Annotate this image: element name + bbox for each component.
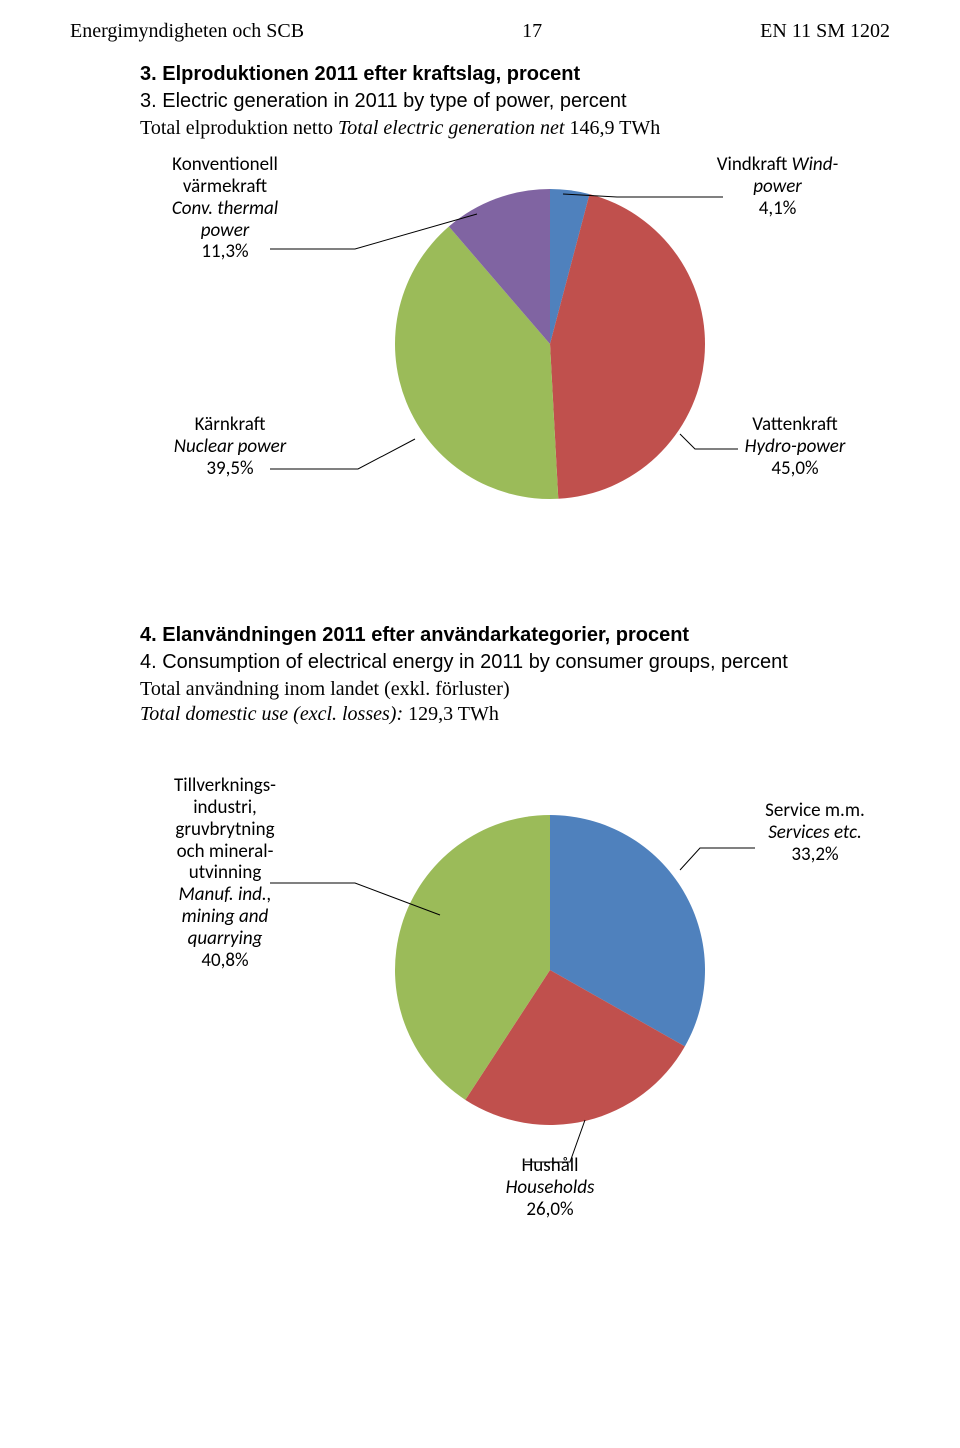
lbl: 39,5% [206, 457, 253, 480]
section2-line1: Total användning inom landet (exkl. förl… [140, 678, 890, 701]
pie-chart-1 [390, 184, 710, 509]
lbl: 40,8% [201, 949, 248, 972]
section1-subtitle: 3. Electric generation in 2011 by type o… [140, 90, 890, 113]
section1-line: Total elproduktion netto Total electric … [140, 117, 890, 140]
s1-line-a: Total elproduktion netto [140, 117, 338, 139]
section2-title: 4. Elanvändningen 2011 efter användarkat… [140, 624, 890, 647]
label-hydro: Vattenkraft Hydro-power 45,0% [720, 414, 870, 480]
header-center: 17 [522, 20, 542, 43]
lbl: värmekraft [183, 175, 267, 198]
header-right: EN 11 SM 1202 [760, 20, 890, 43]
lbl: Vindkraft Wind- [717, 153, 839, 176]
section-consumption: 4. Elanvändningen 2011 efter användarkat… [0, 614, 960, 1240]
lbl: Nuclear power [174, 435, 287, 458]
label-thermal: Konventionell värmekraft Conv. thermal p… [150, 154, 300, 263]
label-households: Hushåll Households 26,0% [480, 1155, 620, 1221]
label-nuclear: Kärnkraft Nuclear power 39,5% [150, 414, 310, 480]
header-left: Energimyndigheten och SCB [70, 20, 304, 43]
lbl: quarrying [188, 927, 263, 950]
label-wind: Vindkraft Wind- power 4,1% [695, 154, 860, 220]
lbl: 45,0% [771, 457, 818, 480]
label-service: Service m.m. Services etc. 33,2% [740, 800, 890, 866]
lbl: Tillverknings- [174, 774, 276, 797]
section2-line2: Total domestic use (excl. losses): 129,3… [140, 703, 890, 726]
lbl: Service m.m. [765, 799, 865, 822]
section2-subtitle: 4. Consumption of electrical energy in 2… [140, 651, 890, 674]
lbl: 26,0% [526, 1198, 573, 1221]
s1-line-b: Total electric generation net [338, 117, 569, 139]
lbl: Konventionell [172, 153, 278, 176]
lbl: Services etc. [768, 821, 862, 844]
lbl: 129,3 TWh [408, 703, 499, 725]
lbl: 4,1% [759, 197, 797, 220]
lbl: och mineral- [177, 840, 274, 863]
lbl: gruvbrytning [175, 818, 274, 841]
section-elproduction: 3. Elproduktionen 2011 efter kraftslag, … [0, 53, 960, 574]
lbl: Total domestic use (excl. losses): [140, 703, 408, 725]
s1-line-c: 146,9 TWh [569, 117, 660, 139]
pie-chart-2 [390, 810, 710, 1135]
chart1-wrap: Konventionell värmekraft Conv. thermal p… [140, 154, 960, 574]
section1-title: 3. Elproduktionen 2011 efter kraftslag, … [140, 63, 890, 86]
lbl: Conv. thermal [172, 197, 278, 220]
lbl: mining and [182, 905, 269, 928]
lbl: power [201, 219, 250, 242]
lbl: Manuf. ind., [179, 883, 272, 906]
lbl: industri, [193, 796, 257, 819]
chart2-wrap: Tillverknings- industri, gruvbrytning oc… [140, 740, 960, 1240]
lbl: Hushåll [521, 1154, 578, 1177]
lbl: utvinning [189, 861, 262, 884]
lbl: 33,2% [791, 843, 838, 866]
lbl: Hydro-power [745, 435, 846, 458]
lbl: Kärnkraft [195, 413, 266, 436]
label-manufacturing: Tillverknings- industri, gruvbrytning oc… [150, 775, 300, 972]
lbl: 11,3% [201, 240, 248, 263]
page-header: Energimyndigheten och SCB 17 EN 11 SM 12… [0, 0, 960, 53]
lbl: power [753, 175, 802, 198]
lbl: Households [506, 1176, 595, 1199]
lbl: Vattenkraft [752, 413, 838, 436]
